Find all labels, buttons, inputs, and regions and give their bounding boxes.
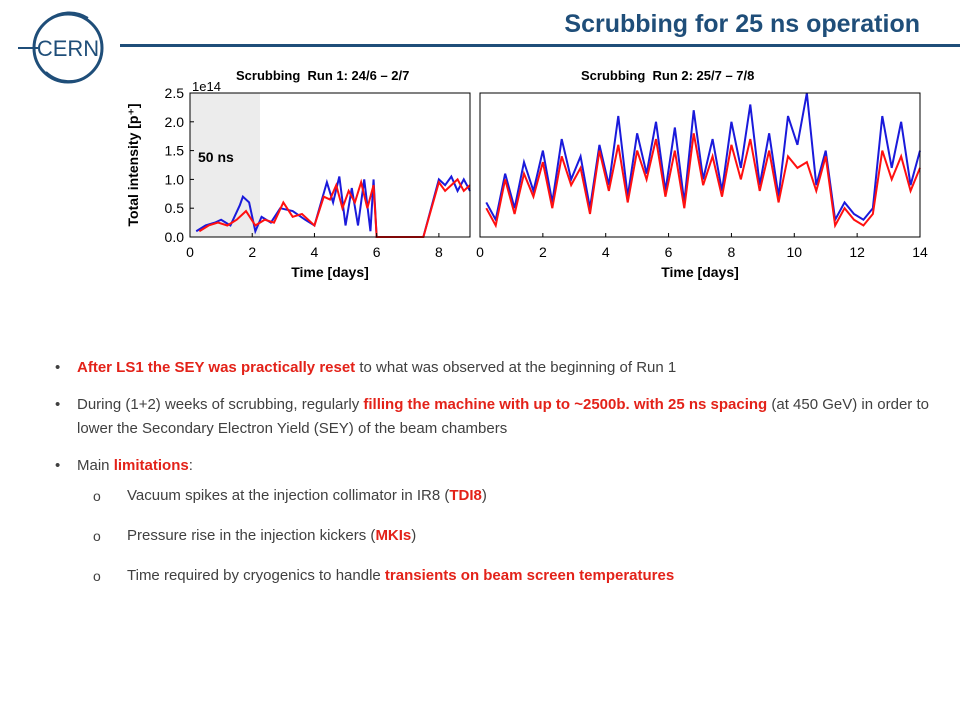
chart1-xtick-label: 8	[435, 244, 443, 260]
sub-bullet-2: Pressure rise in the injection kickers (…	[77, 524, 935, 548]
chart2-xtick-label: 4	[602, 244, 610, 260]
chart2-xtick-label: 6	[665, 244, 673, 260]
bullet-3-highlight: limitations	[113, 457, 189, 474]
chart1-xtick-label: 6	[373, 244, 381, 260]
chart2-frame	[479, 92, 921, 238]
chart1-xtick-label: 0	[186, 244, 194, 260]
chart1-xtick-label: 4	[311, 244, 319, 260]
chart1-ylabel: Total intensity [p⁺]	[125, 103, 141, 226]
sub-bullet-1-text: )	[481, 487, 487, 504]
cern-logo: CERN	[18, 11, 104, 84]
chart1-series-2	[198, 177, 471, 238]
sub-bullet-1: Vacuum spikes at the injection collimato…	[77, 484, 935, 508]
chart1-ytick-label: 0.0	[165, 229, 185, 245]
chart2-xtick-label: 12	[849, 244, 865, 260]
bullet-2-pre: During (1+2) weeks of scrubbing, regular…	[77, 396, 364, 413]
chart2-xtick-label: 10	[786, 244, 802, 260]
sub-bullet-2-pre: Pressure rise in the injection kickers (	[127, 527, 376, 544]
bullet-2-text: (at 450 GeV) in order to lower the Secon…	[77, 396, 929, 437]
bullet-1-text: to what was observed at the beginning of…	[355, 359, 677, 376]
chart2-xtick-label: 0	[476, 244, 484, 260]
bullet-1-highlight: After LS1 the SEY was practically reset	[77, 359, 356, 376]
title-rule	[120, 44, 960, 47]
sub-bullet-list: Vacuum spikes at the injection collimato…	[77, 484, 935, 588]
chart2-series-1	[485, 92, 921, 223]
sub-bullet-2-highlight: MKIs	[375, 527, 412, 544]
sub-bullet-2-text: )	[411, 527, 417, 544]
bullet-2: During (1+2) weeks of scrubbing, regular…	[55, 393, 935, 441]
chart1-frame	[189, 92, 471, 238]
run2-label: Scrubbing Run 2: 25/7 – 7/8	[581, 68, 755, 83]
sub-bullet-3-pre: Time required by cryogenics to handle	[127, 567, 385, 584]
chart1-multiplier: 1e14	[192, 79, 221, 94]
chart2-xlabel: Time [days]	[661, 264, 739, 280]
chart1-xtick-label: 2	[248, 244, 256, 260]
sub-bullet-1-highlight: TDI8	[449, 487, 482, 504]
chart2-xtick-label: 8	[728, 244, 736, 260]
chart1-ytick-label: 1.0	[165, 171, 185, 187]
sub-bullet-1-pre: Vacuum spikes at the injection collimato…	[127, 487, 450, 504]
bullet-2-highlight: filling the machine with up to ~2500b. w…	[363, 396, 768, 413]
bullet-1: After LS1 the SEY was practically reset …	[55, 356, 935, 380]
page-title: Scrubbing for 25 ns operation	[564, 10, 920, 38]
chart1-ytick-label: 1.5	[165, 143, 185, 159]
bullet-3-text: :	[188, 457, 193, 474]
intensity-charts: 50 ns 0 2 4 6 8 Time [days] 0.0 0.5 1.0 1.5 2.0 2.5 1…	[125, 79, 928, 280]
bullet-list: After LS1 the SEY was practically reset …	[55, 356, 935, 604]
cern-logo-text: CERN	[37, 36, 99, 61]
chart1-ytick-label: 0.5	[165, 200, 185, 216]
chart2-xtick-label: 14	[912, 244, 928, 260]
bullet-3: Main limitations: Vacuum spikes at the i…	[55, 454, 935, 588]
shaded-region-label: 50 ns	[198, 149, 234, 165]
chart1-ytick-label: 2.0	[165, 114, 185, 130]
run1-label: Scrubbing Run 1: 24/6 – 2/7	[236, 68, 410, 83]
chart2-xtick-label: 2	[539, 244, 547, 260]
chart1-ytick-label: 2.5	[165, 85, 185, 101]
bullet-3-pre: Main	[77, 457, 114, 474]
sub-bullet-3-highlight: transients on beam screen temperatures	[384, 567, 675, 584]
chart2-series-2	[485, 133, 921, 229]
chart1-xlabel: Time [days]	[291, 264, 369, 280]
sub-bullet-3: Time required by cryogenics to handle tr…	[77, 564, 935, 588]
